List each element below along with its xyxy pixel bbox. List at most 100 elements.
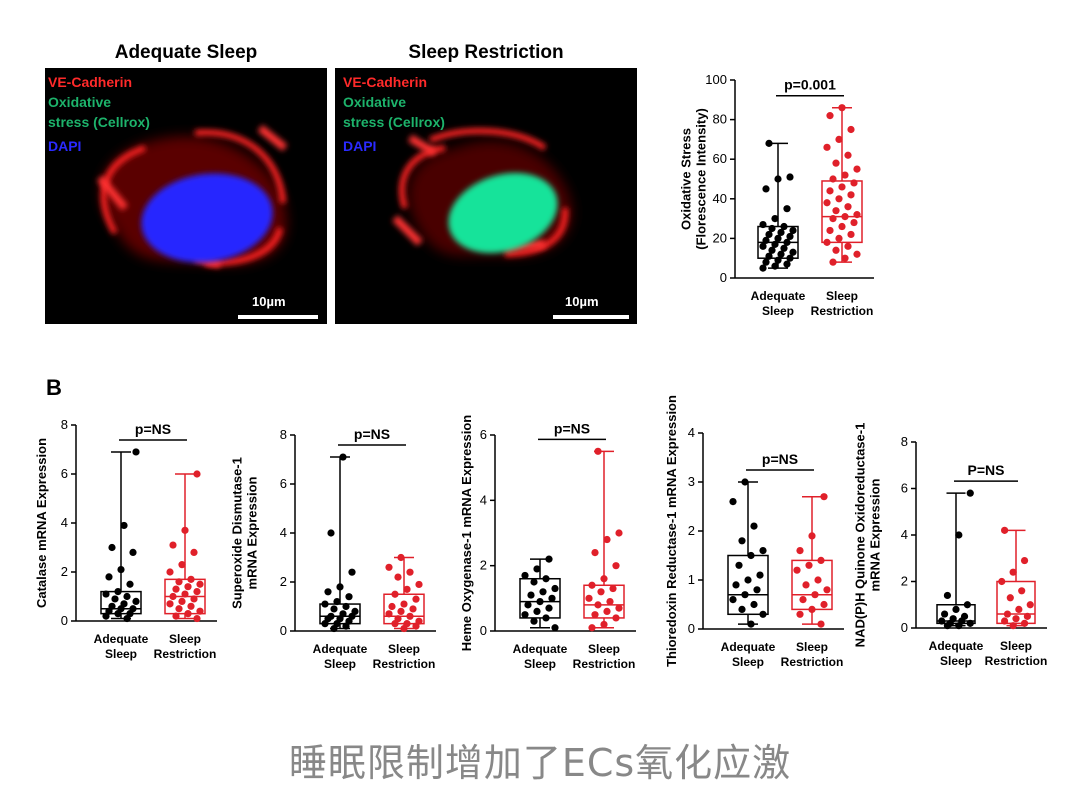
y-tick-label: 4: [480, 492, 487, 507]
y-tick-label: 0: [688, 621, 695, 636]
group-label: Sleep: [796, 640, 828, 654]
group-label: Sleep: [762, 304, 794, 318]
group-label: Sleep: [324, 657, 356, 671]
y-tick-label: 0: [61, 613, 68, 628]
data-point: [762, 236, 770, 244]
y-tick-label: 20: [713, 230, 727, 245]
data-point: [777, 228, 785, 237]
data-point: [771, 215, 779, 223]
data-point: [548, 594, 556, 602]
data-point: [336, 583, 344, 591]
y-axis-label: NAD(P)H Quinone Oxidoreductase-1: [853, 423, 868, 648]
y-tick-label: 6: [901, 481, 908, 496]
data-point: [539, 588, 547, 596]
group-label: Adequate: [513, 642, 568, 656]
micro1-scale-label: 10µm: [252, 294, 286, 309]
significance-label: p=NS: [554, 420, 590, 436]
data-point: [391, 590, 399, 598]
data-point: [175, 605, 183, 613]
y-tick-label: 2: [688, 523, 695, 538]
data-point: [169, 541, 177, 549]
micro2-label-dapi: DAPI: [343, 138, 377, 154]
data-point: [774, 234, 782, 242]
data-point: [324, 588, 332, 596]
data-point: [351, 607, 359, 615]
data-point: [808, 605, 816, 613]
data-point: [847, 191, 855, 199]
data-point: [759, 610, 767, 618]
micro1-label-vecadherin: VE-Cadherin: [48, 74, 133, 90]
data-point: [415, 617, 423, 625]
data-point: [814, 576, 822, 584]
y-axis-label: Thioredoxin Reductase-1 mRNA Expression: [664, 395, 679, 667]
group-label: Sleep: [826, 289, 858, 303]
data-point: [789, 226, 797, 235]
y-tick-label: 60: [713, 151, 727, 166]
data-point: [853, 165, 861, 173]
data-point: [835, 195, 843, 203]
significance-label: p=NS: [354, 426, 390, 442]
data-point: [952, 605, 960, 613]
data-point: [403, 585, 411, 593]
data-point: [588, 581, 596, 589]
y-tick-label: 6: [61, 466, 68, 481]
chart-nadph-quinone: 0 2 4 6 8 NAD(P)H Quinone Oxidoreductase-1 mRN…: [853, 423, 1048, 668]
data-point: [768, 224, 776, 233]
data-point: [1001, 526, 1009, 534]
data-point: [181, 526, 189, 534]
data-point: [762, 258, 770, 266]
data-point: [774, 256, 782, 264]
y-tick-label: 6: [280, 476, 287, 491]
data-point: [747, 551, 755, 560]
data-point: [949, 615, 957, 623]
data-point: [799, 596, 807, 604]
data-point: [521, 571, 529, 580]
panel-b-letter: B: [46, 375, 62, 400]
micro-title-restriction: Sleep Restriction: [408, 42, 564, 63]
data-point: [732, 581, 740, 589]
data-point: [187, 575, 195, 583]
data-point: [551, 624, 559, 632]
y-tick-label: 0: [280, 623, 287, 638]
data-point: [385, 610, 393, 618]
data-point: [780, 222, 788, 231]
data-point: [955, 531, 963, 539]
data-point: [783, 238, 791, 246]
significance-label: P=NS: [968, 462, 1005, 478]
data-point: [132, 597, 140, 605]
data-point: [385, 563, 393, 571]
data-point: [533, 607, 541, 615]
data-point: [817, 620, 825, 628]
group-label: Sleep: [388, 642, 420, 656]
micrograph-adequate-sleep: [45, 68, 327, 324]
y-tick-label: 8: [61, 417, 68, 432]
data-point: [777, 250, 785, 258]
data-point: [193, 588, 201, 596]
data-point: [339, 453, 347, 461]
data-point: [966, 619, 974, 627]
y-axis-label: mRNA Expression: [245, 476, 260, 589]
data-point: [841, 171, 849, 179]
group-label: Restriction: [985, 654, 1048, 668]
data-point: [1026, 601, 1034, 609]
data-point: [841, 254, 849, 262]
data-point: [850, 179, 858, 187]
data-point: [829, 215, 837, 223]
micro1-label-oxidative: Oxidative: [48, 94, 112, 110]
data-point: [756, 571, 764, 579]
data-point: [330, 605, 338, 613]
data-point: [796, 610, 804, 618]
data-point: [780, 244, 788, 252]
data-point: [1018, 587, 1026, 595]
data-point: [333, 598, 341, 606]
chart-heme-oxygenase: 0 2 4 6 Heme Oxygenase-1 mRNA Expression Adeq…: [459, 415, 636, 671]
y-tick-label: 0: [480, 623, 487, 638]
data-point: [102, 590, 110, 598]
data-point: [838, 183, 846, 191]
group-label: Adequate: [721, 640, 776, 654]
data-point: [786, 232, 794, 241]
data-point: [600, 620, 608, 629]
data-point: [823, 238, 831, 246]
y-tick-label: 8: [901, 434, 908, 449]
